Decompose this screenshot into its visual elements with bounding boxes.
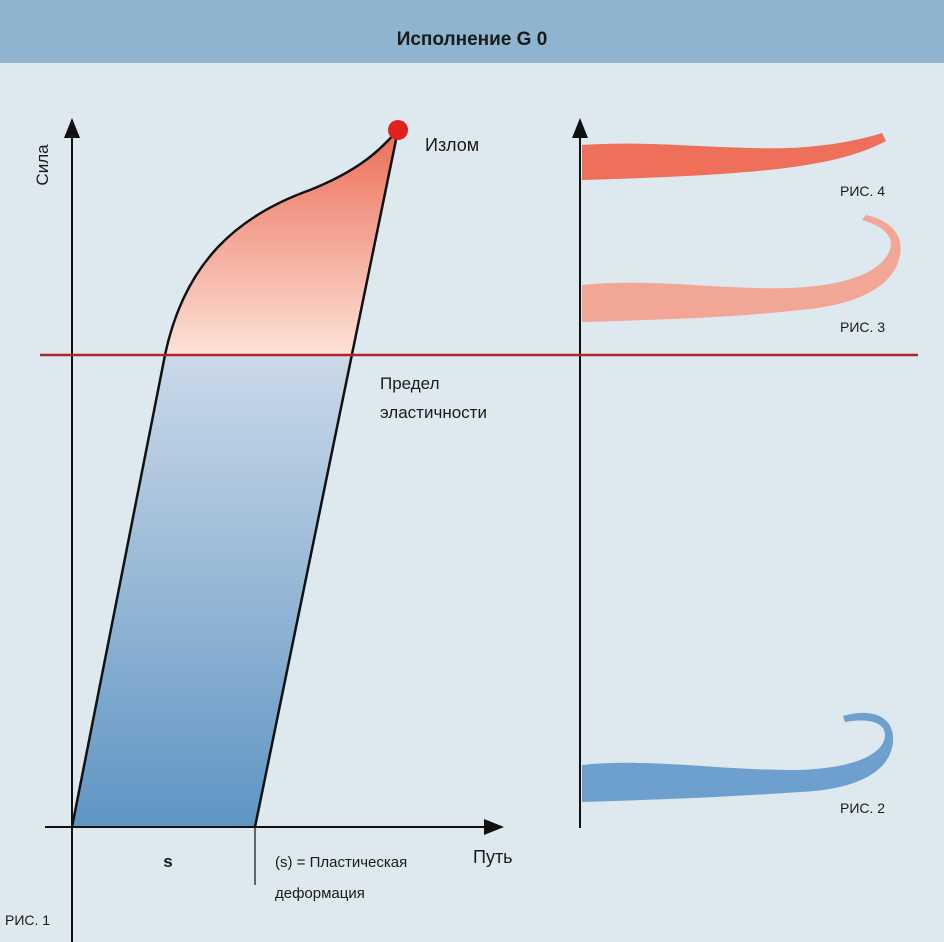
elastic-limit-label: эластичности — [380, 403, 487, 422]
elastic-limit-label: Предел — [380, 374, 439, 393]
plastic-label: (s) = Пластическая — [275, 854, 407, 871]
wire-2 — [582, 712, 894, 802]
plastic-label: деформация — [275, 885, 365, 902]
break-label: Излом — [425, 135, 479, 155]
s-label: s — [163, 852, 172, 871]
header-bar — [0, 0, 944, 63]
figure-label: РИС. 2 — [840, 800, 885, 816]
wire-4 — [582, 133, 886, 180]
break-point — [388, 120, 408, 140]
plastic-area — [165, 130, 398, 355]
figure-label: РИС. 3 — [840, 319, 885, 335]
curve — [70, 125, 401, 828]
y-axis-label: Сила — [33, 144, 52, 186]
x-axis-label: Путь — [473, 847, 513, 867]
header-title: Исполнение G 0 — [397, 29, 548, 50]
figure-label: РИС. 4 — [840, 183, 885, 199]
wire-3 — [582, 215, 901, 322]
figure-label: РИС. 1 — [5, 912, 50, 928]
